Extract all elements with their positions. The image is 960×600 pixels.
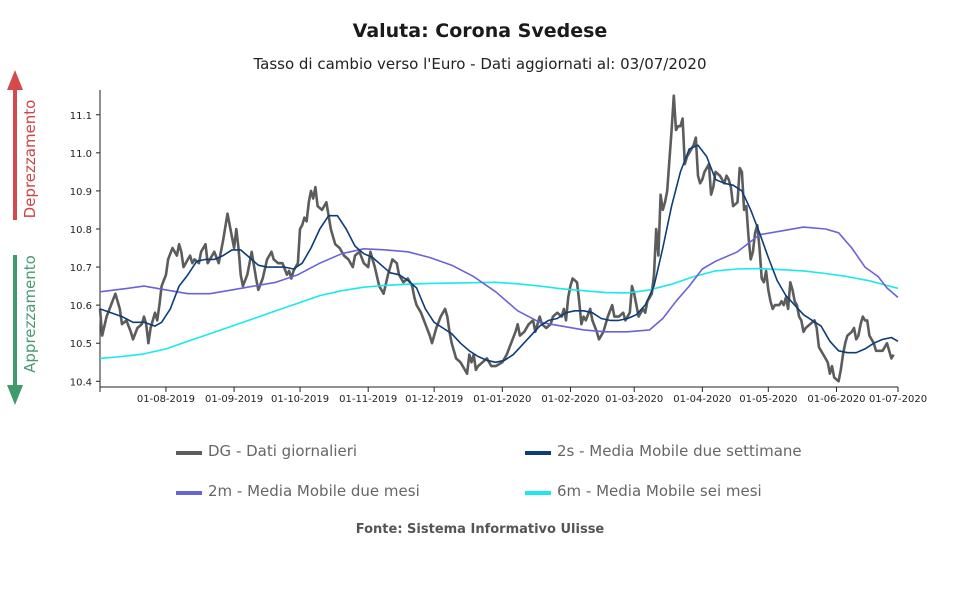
x-tick-label: 01-04-2020 — [673, 394, 731, 405]
x-tick-label: 01-07-2020 — [869, 394, 927, 405]
legend-label-6m: 6m - Media Mobile sei mesi — [557, 482, 762, 500]
legend-label-2m: 2m - Media Mobile due mesi — [208, 482, 420, 500]
x-tick-label: 01-03-2020 — [605, 394, 663, 405]
y-tick-label: 11.1 — [70, 111, 92, 122]
y-tick-label: 11.0 — [70, 149, 92, 160]
y-tick-label: 10.5 — [70, 339, 92, 350]
x-tick-label: 01-02-2020 — [541, 394, 599, 405]
arrow-up-icon — [7, 70, 23, 220]
chart-subtitle: Tasso di cambio verso l'Euro - Dati aggi… — [253, 55, 707, 73]
chart-title: Valuta: Corona Svedese — [352, 20, 608, 42]
y-tick-label: 10.6 — [70, 301, 92, 312]
x-tick-label: 01-11-2019 — [339, 394, 397, 405]
series-line-6m — [99, 267, 899, 360]
legend-swatch-2s — [525, 451, 551, 455]
x-tick-label: 01-08-2019 — [137, 394, 195, 405]
legend-swatch-dg — [176, 451, 202, 455]
legend-swatch-6m — [525, 491, 551, 495]
x-tick-label: 01-09-2019 — [205, 394, 263, 405]
y-tick-label: 10.9 — [70, 187, 92, 198]
y-tick-label: 10.8 — [70, 225, 92, 236]
y-tick-label: 10.4 — [70, 377, 92, 388]
series-line-2s — [99, 144, 899, 364]
legend-swatch-2m — [176, 491, 202, 495]
series-line-dg — [98, 94, 895, 383]
series-line-2m — [99, 226, 899, 333]
x-tick-label: 01-06-2020 — [807, 394, 865, 405]
x-tick-label: 01-01-2020 — [473, 394, 531, 405]
legend-label-2s: 2s - Media Mobile due settimane — [557, 442, 802, 460]
y-tick-label: 10.7 — [70, 263, 92, 274]
arrow-down-icon — [7, 255, 23, 405]
x-tick-label: 01-05-2020 — [739, 394, 797, 405]
legend-label-dg: DG - Dati giornalieri — [208, 442, 358, 460]
source-note: Fonte: Sistema Informativo Ulisse — [355, 522, 605, 537]
x-tick-label: 01-12-2019 — [405, 394, 463, 405]
x-tick-label: 01-10-2019 — [271, 394, 329, 405]
